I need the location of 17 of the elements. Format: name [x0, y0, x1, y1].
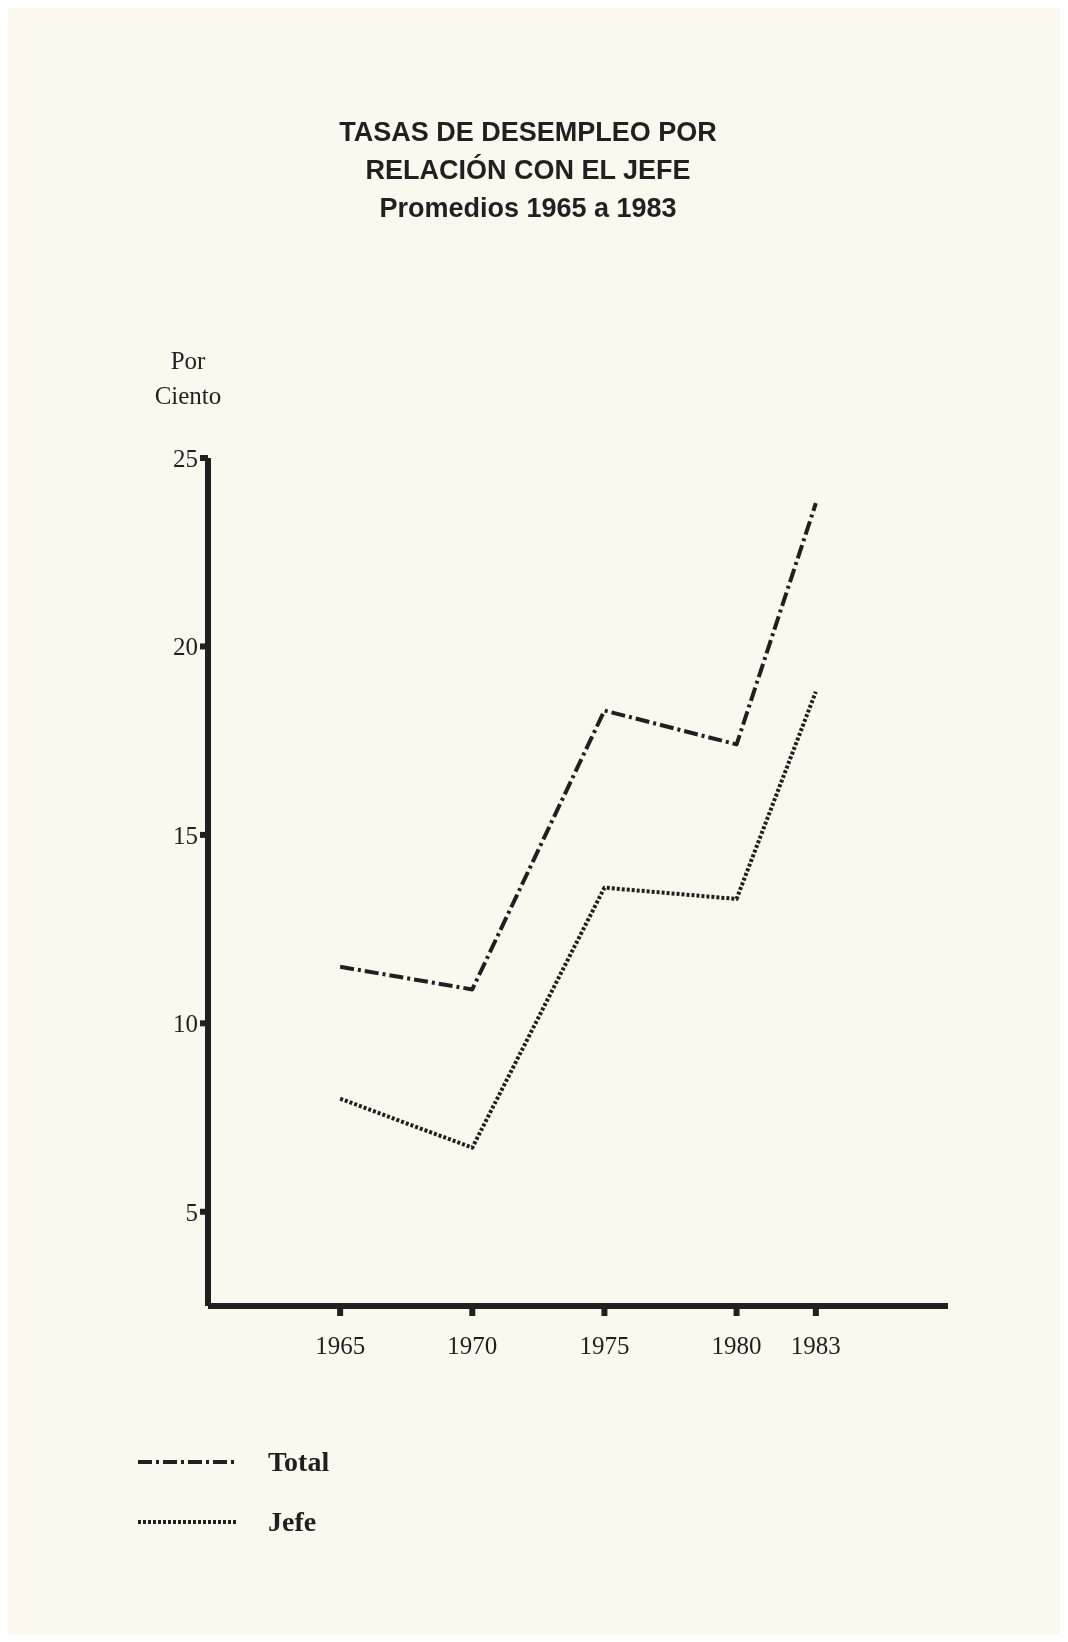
y-tick-label: 25	[173, 444, 198, 472]
line-series	[338, 501, 818, 992]
x-tick-label: 1983	[790, 1331, 841, 1359]
y-tick-label: 15	[173, 821, 198, 849]
legend-label: Total	[268, 1446, 330, 1478]
chart-subtitle: Promedios 1965 a 1983	[378, 192, 678, 225]
line-series	[338, 689, 818, 1150]
y-tick-label: 20	[173, 633, 198, 661]
y-tick-label: 5	[185, 1198, 198, 1226]
legend-label: Jefe	[268, 1506, 317, 1538]
y-tick-label: 10	[173, 1010, 198, 1038]
x-tick-label: 1975	[579, 1331, 630, 1359]
y-axis-title: Por Ciento	[153, 346, 223, 411]
x-tick-label: 1965	[315, 1331, 366, 1359]
x-tick-label: 1970	[447, 1331, 498, 1359]
chart-title: TASAS DE DESEMPLEO POR RELACIÓN CON EL JEFE	[338, 116, 718, 187]
x-tick-label: 1980	[711, 1331, 762, 1359]
